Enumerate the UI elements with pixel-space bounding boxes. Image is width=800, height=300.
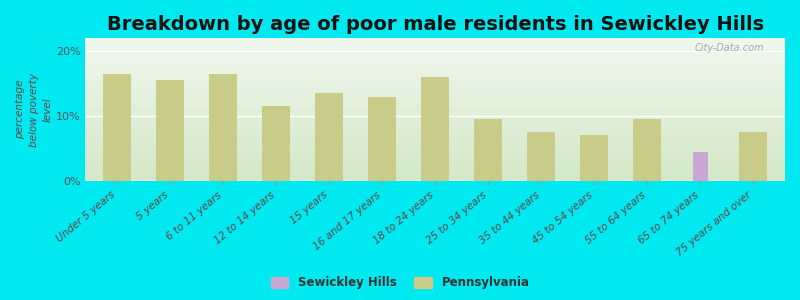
Bar bbox=[210, 74, 237, 181]
Bar bbox=[103, 74, 131, 181]
Bar bbox=[315, 93, 343, 181]
Title: Breakdown by age of poor male residents in Sewickley Hills: Breakdown by age of poor male residents … bbox=[106, 15, 764, 34]
Bar bbox=[693, 152, 708, 181]
Bar bbox=[369, 97, 396, 181]
Bar bbox=[262, 106, 290, 181]
Legend: Sewickley Hills, Pennsylvania: Sewickley Hills, Pennsylvania bbox=[266, 272, 534, 294]
Bar bbox=[474, 119, 502, 181]
Bar bbox=[157, 80, 184, 181]
Bar bbox=[527, 132, 555, 181]
Bar bbox=[422, 77, 449, 181]
Bar bbox=[634, 119, 661, 181]
Text: City-Data.com: City-Data.com bbox=[694, 43, 764, 52]
Bar bbox=[739, 132, 767, 181]
Bar bbox=[581, 135, 608, 181]
Y-axis label: percentage
below poverty
level: percentage below poverty level bbox=[15, 73, 53, 146]
